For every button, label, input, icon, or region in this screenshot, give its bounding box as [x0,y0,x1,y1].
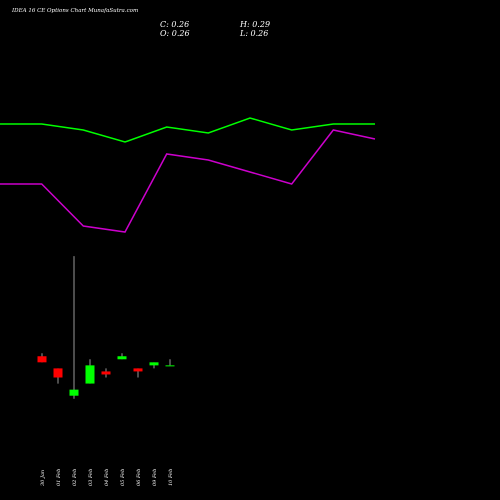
x-tick-label: 02 Feb [72,469,78,486]
low-readout: L: 0.26 [240,29,269,38]
candle-body [165,365,175,367]
candle-body [69,389,79,396]
x-tick-label: 04 Feb [104,469,110,486]
candle-body [117,356,127,360]
candle-body [133,368,143,372]
x-tick-label: 01 Feb [56,469,62,486]
x-tick-label: 10 Feb [168,469,174,486]
x-tick-label: 09 Feb [152,469,158,486]
candle-body [53,368,63,378]
high-readout: H: 0.29 [240,20,271,29]
candle-body [149,362,159,366]
candle-body [101,371,111,375]
x-tick-label: 30 Jan [40,470,46,486]
x-tick-label: 03 Feb [88,469,94,486]
x-tick-label: 05 Feb [120,469,126,486]
close-readout: C: 0.26 [160,20,190,29]
open-readout: O: 0.26 [160,29,190,38]
chart-title: IDEA 16 CE Options Chart MunafaSutra.com [12,8,139,14]
indicator-line-1 [0,117,375,143]
candle-body [85,365,95,384]
candle-body [37,356,47,363]
x-tick-label: 06 Feb [136,469,142,486]
indicator-line-2 [0,129,376,233]
